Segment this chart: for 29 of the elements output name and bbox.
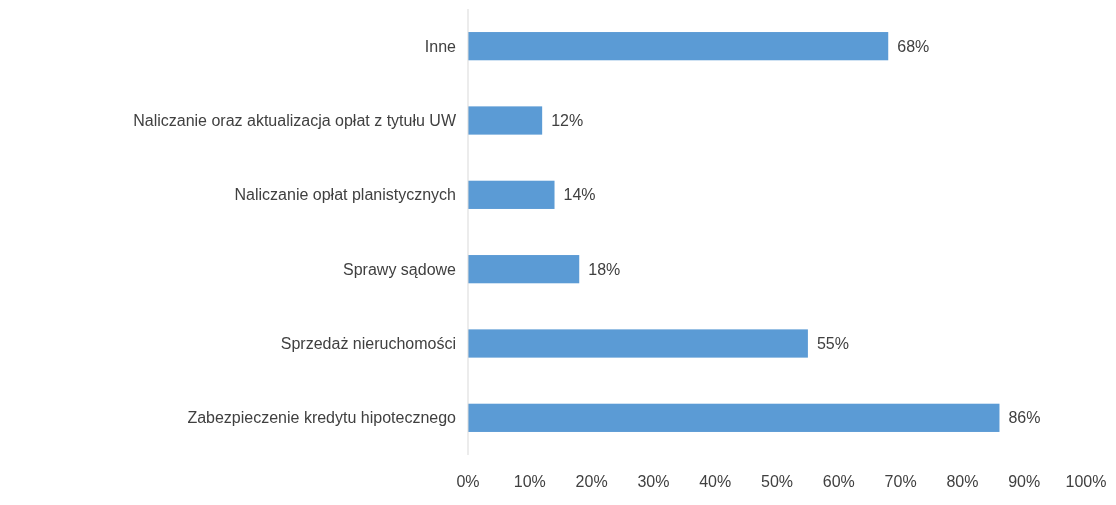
y-tick-label: Naliczanie oraz aktualizacja opłat z tytułu UW	[133, 112, 457, 130]
y-tick-label: Sprzedaż nieruchomości	[280, 335, 456, 353]
bar	[468, 32, 889, 61]
y-tick-label: Sprawy sądowe	[343, 260, 457, 278]
data-label: 55%	[816, 335, 849, 353]
bar	[468, 180, 555, 209]
data-label: 18%	[588, 260, 621, 278]
x-tick-label: 40%	[699, 473, 732, 490]
data-label: 12%	[551, 112, 584, 130]
x-tick-label: 90%	[1008, 473, 1041, 490]
data-label: 14%	[563, 186, 596, 204]
x-tick-label: 70%	[884, 473, 917, 490]
bar	[468, 403, 1000, 432]
bar	[468, 329, 808, 358]
x-tick-label: 100%	[1065, 473, 1107, 490]
x-tick-label: 30%	[637, 473, 670, 490]
y-tick-label: Zabezpieczenie kredytu hipotecznego	[187, 409, 457, 427]
x-tick-label: 0%	[456, 473, 480, 490]
y-tick-label: Inne	[424, 37, 457, 55]
data-label: 86%	[1008, 409, 1041, 427]
x-tick-label: 50%	[760, 473, 794, 490]
bar	[468, 255, 580, 284]
y-tick-label: Naliczanie opłat planistycznych	[234, 186, 456, 204]
x-tick-label: 20%	[575, 473, 608, 490]
data-label: 68%	[897, 37, 930, 55]
bar	[468, 106, 543, 135]
x-tick-label: 10%	[513, 473, 546, 490]
x-tick-label: 60%	[822, 473, 855, 490]
x-tick-label: 80%	[946, 473, 979, 490]
